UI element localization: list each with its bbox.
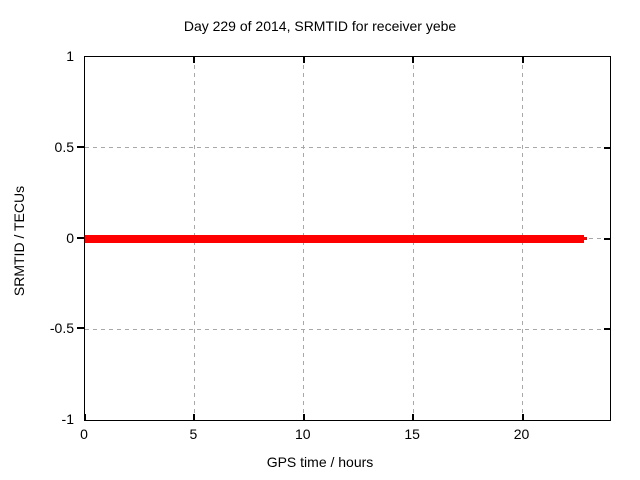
y-gridline	[85, 328, 610, 330]
x-tick-top	[412, 57, 415, 63]
y-tick-left	[77, 236, 84, 239]
y-tick-right	[604, 146, 610, 149]
y-tick-label: -1	[61, 411, 74, 427]
plot-area	[84, 56, 611, 421]
x-tick-bottom	[412, 414, 415, 420]
y-tick-label: 1	[66, 48, 74, 64]
x-tick-top	[521, 57, 524, 63]
x-tick-bottom	[521, 414, 524, 420]
x-tick-bottom	[84, 414, 86, 420]
x-tick-bottom	[193, 414, 196, 420]
y-tick-right	[604, 328, 610, 331]
chart-title: Day 229 of 2014, SRMTID for receiver yeb…	[183, 18, 457, 34]
x-tick-bottom	[302, 414, 305, 420]
y-tick-right	[604, 237, 610, 240]
x-tick-label: 0	[80, 426, 88, 442]
srmtid-data-line-tip	[583, 237, 588, 240]
y-tick-label: 0.5	[54, 138, 74, 155]
x-tick-label: 15	[404, 426, 420, 442]
x-tick-label: 5	[189, 426, 198, 442]
y-tick-label: 0	[66, 229, 74, 246]
x-tick-label: 10	[294, 426, 311, 442]
y-tick-left	[77, 145, 84, 148]
y-tick-left	[77, 327, 84, 330]
srmtid-data-line	[85, 234, 584, 243]
y-gridline	[85, 147, 610, 149]
x-axis-label: GPS time / hours	[266, 454, 374, 470]
y-tick-label: -0.5	[49, 320, 74, 337]
x-tick-top	[193, 57, 196, 63]
x-tick-label: 20	[513, 426, 530, 442]
x-tick-top	[302, 57, 305, 63]
